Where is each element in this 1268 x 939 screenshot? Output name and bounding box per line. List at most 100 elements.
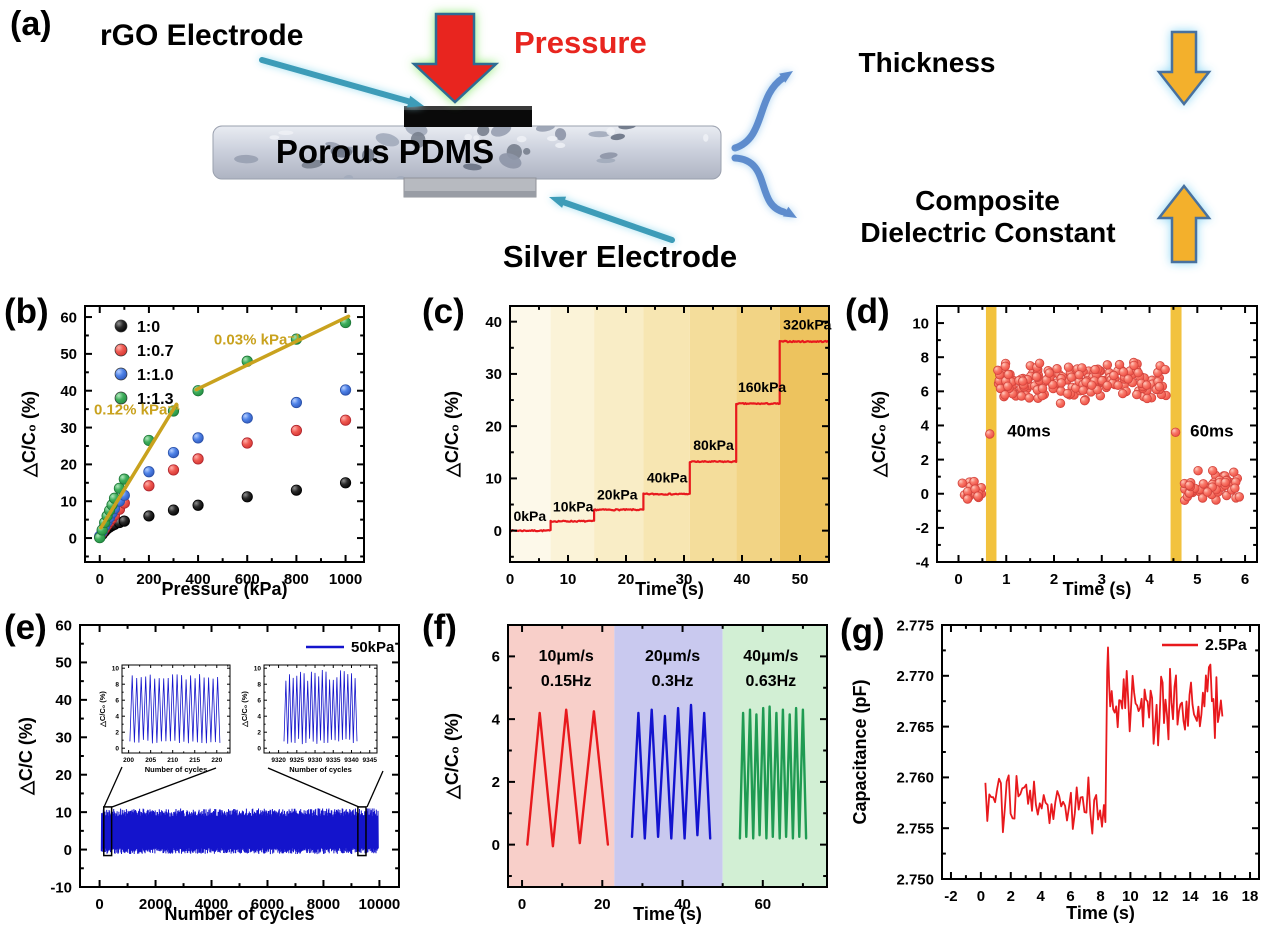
svg-text:△C/C₀ (%): △C/C₀ (%): [240, 691, 249, 728]
svg-text:2: 2: [1050, 571, 1058, 588]
svg-text:2.775: 2.775: [896, 617, 934, 634]
svg-text:10: 10: [485, 471, 502, 488]
svg-text:0: 0: [921, 486, 929, 503]
svg-text:6000: 6000: [251, 896, 284, 913]
svg-text:△C/C₀ (%): △C/C₀ (%): [98, 691, 107, 728]
svg-text:0: 0: [494, 523, 502, 540]
svg-text:0.12% kPa⁻¹: 0.12% kPa⁻¹: [94, 402, 180, 419]
svg-text:6: 6: [492, 649, 500, 666]
svg-text:-2: -2: [944, 888, 957, 905]
svg-text:0: 0: [977, 888, 985, 905]
chart-panel-b: 0 200 400 600 800 1000 0 10 20 30 40 50 60 Pressure (…: [19, 305, 365, 599]
panel-f-label: (f): [422, 608, 457, 647]
svg-text:10: 10: [55, 804, 72, 821]
svg-text:10: 10: [1122, 888, 1139, 905]
svg-text:50: 50: [792, 571, 809, 588]
svg-text:30: 30: [55, 730, 72, 747]
svg-text:210: 210: [167, 757, 178, 764]
svg-text:40: 40: [485, 314, 502, 331]
svg-text:320kPa: 320kPa: [783, 317, 831, 333]
panel-e-label: (e): [4, 608, 47, 647]
chart-panel-g: -2 0 2 4 6 8 10 12 14 16 18 2.750 2.755 2.760 2.765 2.7…: [850, 617, 1260, 923]
svg-text:9345: 9345: [362, 757, 377, 764]
svg-text:200: 200: [123, 757, 134, 764]
svg-text:12: 12: [1152, 888, 1169, 905]
panel-b-label: (b): [4, 292, 49, 331]
svg-text:200: 200: [136, 571, 161, 588]
svg-text:8: 8: [257, 681, 261, 688]
svg-text:△C/C₀ (%): △C/C₀ (%): [442, 713, 462, 800]
svg-text:4: 4: [921, 418, 930, 435]
svg-text:400: 400: [186, 571, 211, 588]
svg-text:80kPa: 80kPa: [693, 437, 734, 453]
svg-text:40μm/s: 40μm/s: [743, 648, 798, 665]
svg-text:2.750: 2.750: [896, 871, 934, 888]
composite-label-line1: Composite: [915, 185, 1060, 216]
svg-text:0: 0: [69, 530, 77, 547]
svg-text:2.770: 2.770: [896, 668, 934, 685]
svg-text:4: 4: [1145, 571, 1154, 588]
svg-text:0.15Hz: 0.15Hz: [541, 673, 592, 690]
svg-text:△C/C₀ (%): △C/C₀ (%): [442, 391, 462, 478]
svg-text:4: 4: [257, 713, 261, 720]
svg-text:220: 220: [211, 757, 222, 764]
porous-pdms-slab: [212, 125, 722, 180]
svg-text:10μm/s: 10μm/s: [539, 648, 594, 665]
svg-text:8: 8: [115, 681, 119, 688]
svg-text:0.63Hz: 0.63Hz: [745, 673, 796, 690]
silver-pointer-arrow-icon: [549, 196, 675, 243]
svg-text:800: 800: [284, 571, 309, 588]
branch-arrow-down-icon: [731, 154, 797, 218]
svg-text:Number of cycles: Number of cycles: [289, 765, 352, 774]
svg-text:2: 2: [492, 774, 500, 791]
svg-text:10: 10: [112, 665, 120, 672]
svg-text:0: 0: [115, 745, 119, 752]
svg-text:Number of cycles: Number of cycles: [145, 765, 208, 774]
svg-text:6: 6: [1066, 888, 1074, 905]
pressure-arrow-icon: [410, 12, 500, 104]
svg-text:1: 1: [1002, 571, 1010, 588]
svg-text:30: 30: [60, 420, 77, 437]
svg-text:6: 6: [115, 697, 119, 704]
svg-text:0: 0: [257, 745, 261, 752]
svg-text:10: 10: [560, 571, 577, 588]
chart-panel-e: 0 2000 4000 6000 8000 10000-100102030405060Nu…: [16, 617, 400, 924]
svg-text:Capacitance (pF): Capacitance (pF): [850, 679, 870, 824]
silver-bottom-electrode: [403, 177, 537, 198]
svg-text:2: 2: [115, 729, 119, 736]
svg-text:10kPa: 10kPa: [553, 498, 594, 514]
svg-text:14: 14: [1182, 888, 1199, 905]
svg-text:10: 10: [254, 665, 262, 672]
svg-text:40ms: 40ms: [1007, 422, 1050, 441]
svg-text:0: 0: [95, 896, 103, 913]
svg-text:0kPa: 0kPa: [513, 508, 546, 524]
svg-text:0: 0: [506, 571, 514, 588]
svg-text:4000: 4000: [195, 896, 228, 913]
svg-text:1000: 1000: [329, 571, 362, 588]
svg-text:Number of cycles: Number of cycles: [164, 904, 314, 924]
svg-text:600: 600: [235, 571, 260, 588]
svg-text:2000: 2000: [139, 896, 172, 913]
svg-text:18: 18: [1242, 888, 1259, 905]
svg-text:205: 205: [145, 757, 156, 764]
svg-text:40kPa: 40kPa: [647, 470, 688, 486]
svg-text:8: 8: [1096, 888, 1104, 905]
svg-text:10: 10: [60, 493, 77, 510]
panel-g-label: (g): [840, 612, 885, 651]
porous-pdms-label: Porous PDMS: [275, 133, 495, 170]
svg-text:16: 16: [1212, 888, 1229, 905]
branch-arrow-up-icon: [731, 71, 793, 152]
svg-text:9320: 9320: [271, 757, 286, 764]
svg-text:0.3Hz: 0.3Hz: [652, 673, 694, 690]
dielectric-up-arrow-icon: [1156, 183, 1212, 264]
svg-text:50kPa: 50kPa: [351, 639, 395, 656]
svg-text:Time (s): Time (s): [635, 579, 704, 599]
svg-text:40: 40: [55, 692, 72, 709]
svg-text:6: 6: [1241, 571, 1249, 588]
svg-text:Time (s): Time (s): [1066, 903, 1135, 923]
svg-text:2.5Pa: 2.5Pa: [1205, 637, 1247, 654]
svg-text:60: 60: [60, 309, 77, 326]
svg-text:2.765: 2.765: [896, 719, 934, 736]
